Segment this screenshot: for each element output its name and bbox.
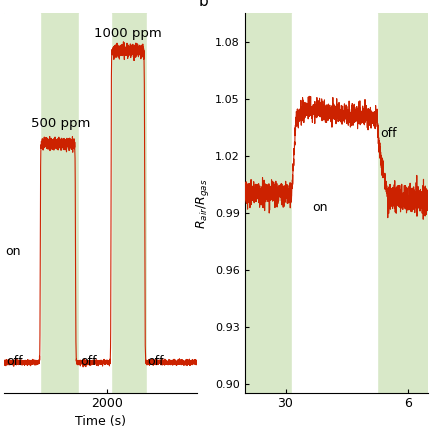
Bar bbox=[291, 13, 377, 393]
Bar bbox=[245, 13, 291, 393]
Y-axis label: $R_{air}/R_{gas}$: $R_{air}/R_{gas}$ bbox=[194, 178, 211, 229]
Bar bbox=[79, 13, 111, 393]
Text: on: on bbox=[6, 246, 21, 258]
Text: 500 ppm: 500 ppm bbox=[31, 117, 90, 130]
X-axis label: Time (s): Time (s) bbox=[75, 415, 126, 428]
Text: off: off bbox=[380, 127, 397, 140]
Text: 1000 ppm: 1000 ppm bbox=[94, 27, 162, 40]
Text: on: on bbox=[312, 201, 327, 214]
Bar bbox=[4, 13, 40, 393]
Bar bbox=[147, 13, 197, 393]
Bar bbox=[377, 13, 428, 393]
Text: off: off bbox=[6, 355, 23, 368]
Text: off: off bbox=[147, 355, 164, 368]
Text: b: b bbox=[199, 0, 208, 8]
Text: off: off bbox=[80, 355, 97, 368]
